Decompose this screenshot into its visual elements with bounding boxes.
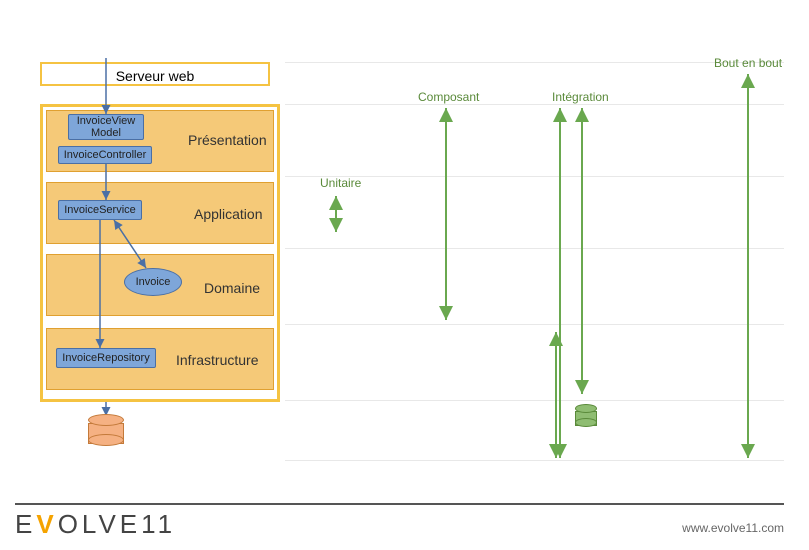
gridline — [285, 324, 784, 325]
gridline — [285, 460, 784, 461]
logo-post: OLVE11 — [58, 509, 176, 539]
cylinder-db-integration — [575, 404, 597, 426]
entity-invoice-service: InvoiceService — [58, 200, 142, 220]
gridline — [285, 62, 784, 63]
gridline — [285, 400, 784, 401]
entity-label: Invoice — [136, 276, 171, 288]
logo-pre: E — [15, 509, 36, 539]
layer-label-presentation: Présentation — [188, 132, 267, 148]
server-box: Serveur web — [40, 62, 270, 86]
diagram-canvas: Serveur web Présentation Application Dom… — [0, 0, 809, 550]
cylinder-db-main — [88, 414, 124, 444]
entity-label: InvoiceView Model — [69, 115, 143, 139]
layer-label-domaine: Domaine — [204, 280, 260, 296]
layer-label-infrastructure: Infrastructure — [176, 352, 258, 368]
entity-label: InvoiceService — [64, 204, 136, 216]
gridline — [285, 104, 784, 105]
layer-label-application: Application — [194, 206, 263, 222]
entity-invoice-controller: InvoiceController — [58, 146, 152, 164]
logo: EVOLVE11 — [15, 509, 176, 540]
entity-label: InvoiceRepository — [62, 352, 149, 364]
footer-url: www.evolve11.com — [682, 521, 784, 535]
entity-invoice: Invoice — [124, 268, 182, 296]
entity-label: InvoiceController — [64, 149, 147, 161]
test-label-unitaire: Unitaire — [320, 176, 361, 190]
entity-invoice-view-model: InvoiceView Model — [68, 114, 144, 140]
entity-invoice-repository: InvoiceRepository — [56, 348, 156, 368]
test-label-composant: Composant — [418, 90, 479, 104]
logo-v: V — [36, 509, 57, 539]
server-label: Serveur web — [116, 68, 195, 84]
test-label-boutenbout: Bout en bout — [714, 56, 782, 70]
footer-rule — [15, 503, 784, 505]
gridline — [285, 248, 784, 249]
test-label-integration: Intégration — [552, 90, 609, 104]
